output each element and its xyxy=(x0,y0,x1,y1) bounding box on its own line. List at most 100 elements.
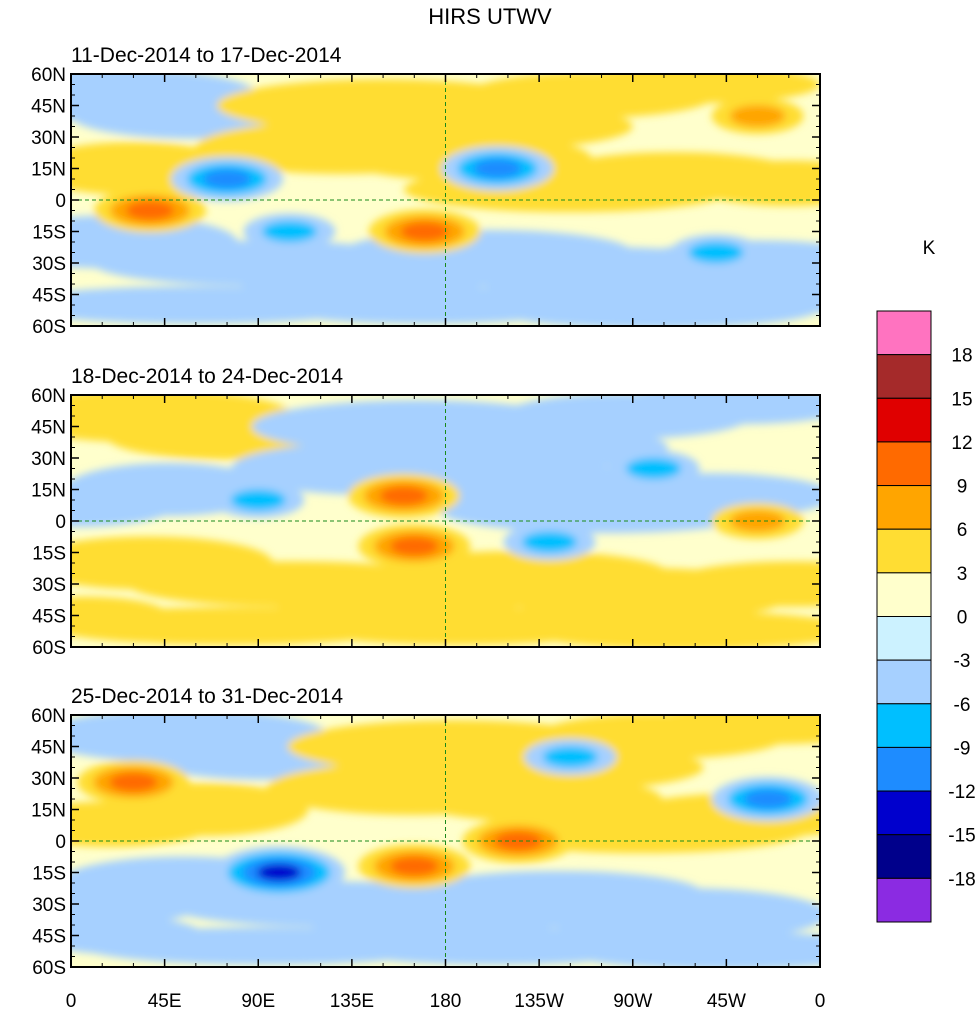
colorbar-label: -6 xyxy=(954,695,971,716)
y-tick-label: 60S xyxy=(32,638,66,659)
texture-blob xyxy=(715,275,820,314)
y-tick-label: 15S xyxy=(32,223,66,244)
x-tick-label: 90E xyxy=(241,991,275,1012)
anomaly-2-contour xyxy=(109,772,158,792)
panel-3-subtitle: 25-Dec-2014 to 31-Dec-2014 xyxy=(71,685,343,708)
texture-blob xyxy=(668,561,820,607)
colorbar-label: 9 xyxy=(957,477,968,498)
colorbar-label: -15 xyxy=(948,826,975,847)
colorbar-swatch xyxy=(876,834,932,879)
anomaly-3-contour xyxy=(126,201,175,220)
y-tick-label: 0 xyxy=(55,512,66,533)
y-tick-label: 15S xyxy=(32,864,66,885)
anomaly-7-contour xyxy=(688,241,744,264)
texture-blob xyxy=(537,888,820,941)
colorbar-label: 0 xyxy=(957,608,968,629)
anomaly-2-contour xyxy=(473,159,522,178)
panel-2-subtitle: 18-Dec-2014 to 24-Dec-2014 xyxy=(71,365,343,388)
colorbar-swatch xyxy=(876,528,932,574)
x-tick-label: 180 xyxy=(430,991,462,1012)
x-tick-label: 90W xyxy=(613,991,652,1012)
x-tick-labels: 0 45E 90E 135E 180 135W 90W 45W 0 xyxy=(66,991,826,1012)
y-tick-label: 45N xyxy=(31,418,66,439)
texture-blob xyxy=(641,715,820,745)
y-tick-label: 45S xyxy=(32,607,66,628)
anomaly-1-contour xyxy=(203,169,252,189)
anomaly-layer xyxy=(71,715,820,967)
y-tick-label: 30S xyxy=(32,254,66,275)
anomaly-layer xyxy=(71,74,820,326)
y-tick-label: 30S xyxy=(32,895,66,916)
anomaly-4-contour xyxy=(390,856,439,876)
colorbar-swatch xyxy=(876,616,932,661)
chart-title: HIRS UTWV xyxy=(428,4,552,29)
anomaly-3-contour xyxy=(494,831,543,851)
anomaly-3-contour xyxy=(230,489,286,511)
y-tick-label: 60N xyxy=(31,386,66,407)
colorbar-label: 15 xyxy=(951,389,972,410)
panel-2-field xyxy=(71,395,820,647)
x-tick-label: 0 xyxy=(66,991,77,1012)
x-tick-label: 45E xyxy=(148,991,182,1012)
y-tick-label: 45S xyxy=(32,927,66,948)
colorbar-label: 18 xyxy=(951,346,972,367)
y-tick-label: 45N xyxy=(31,97,66,118)
x-tick-label: 135E xyxy=(330,991,374,1012)
y-tick-label: 30N xyxy=(31,128,66,149)
texture-blob xyxy=(71,881,205,927)
colorbar-swatch xyxy=(876,441,932,487)
y-tick-label: 15S xyxy=(32,544,66,565)
y-tick-label: 15N xyxy=(31,481,66,502)
anomaly-6-contour xyxy=(542,746,598,768)
colorbar-swatch xyxy=(876,703,932,748)
texture-blob xyxy=(570,74,820,104)
anomaly-5-contour xyxy=(743,789,792,809)
colorbar-swatch xyxy=(876,354,932,399)
anomaly-5-contour xyxy=(729,105,786,127)
anomaly-4-contour xyxy=(521,531,578,553)
y-tick-label: 30N xyxy=(31,449,66,470)
texture-blob xyxy=(522,611,820,647)
y-tick-label: 15N xyxy=(31,160,66,181)
y-tick-label: 30N xyxy=(31,769,66,790)
texture-blob xyxy=(71,481,180,527)
colorbar-label: 3 xyxy=(957,564,968,585)
y-tick-label: 60S xyxy=(32,317,66,338)
colorbar-label: 12 xyxy=(951,433,972,454)
texture-blob xyxy=(557,931,820,967)
texture-blob xyxy=(684,160,820,206)
colorbar: 18 15 12 9 6 3 0 -3 -6 -9 -12 -15 -18 xyxy=(876,310,976,923)
panel-1-field xyxy=(71,74,820,326)
colorbar-label: -9 xyxy=(954,738,971,759)
x-tick-label: 135W xyxy=(514,991,564,1012)
panel-1-subtitle: 11-Dec-2014 to 17-Dec-2014 xyxy=(71,44,342,67)
colorbar-swatch xyxy=(876,659,932,705)
anomaly-4-contour xyxy=(400,222,449,241)
texture-blob xyxy=(605,395,820,425)
texture-blob xyxy=(71,801,215,847)
y-tick-label: 45N xyxy=(31,738,66,759)
anomaly-layer xyxy=(71,395,820,647)
colorbar-swatch xyxy=(876,746,932,792)
anomaly-1-contour xyxy=(379,486,428,506)
y-tick-label: 60N xyxy=(31,65,66,86)
panels: 11-Dec-2014 to 17-Dec-201460N45N30N15N01… xyxy=(31,44,821,979)
colorbar-swatch xyxy=(876,572,932,617)
colorbar-label: -3 xyxy=(954,651,971,672)
colorbar-label: -18 xyxy=(948,869,975,890)
y-tick-label: 60N xyxy=(31,706,66,727)
anomaly-1-contour xyxy=(257,863,302,882)
colorbar-label: 6 xyxy=(957,520,968,541)
colorbar-swatch xyxy=(876,790,932,836)
colorbar-label: -12 xyxy=(948,782,975,803)
y-tick-label: 60S xyxy=(32,958,66,979)
colorbar-swatch xyxy=(876,310,932,356)
colorbar-swatch xyxy=(876,397,932,443)
anomaly-6-contour xyxy=(261,220,318,243)
anomaly-2-contour xyxy=(390,536,439,556)
x-tick-label: 0 xyxy=(815,991,826,1012)
